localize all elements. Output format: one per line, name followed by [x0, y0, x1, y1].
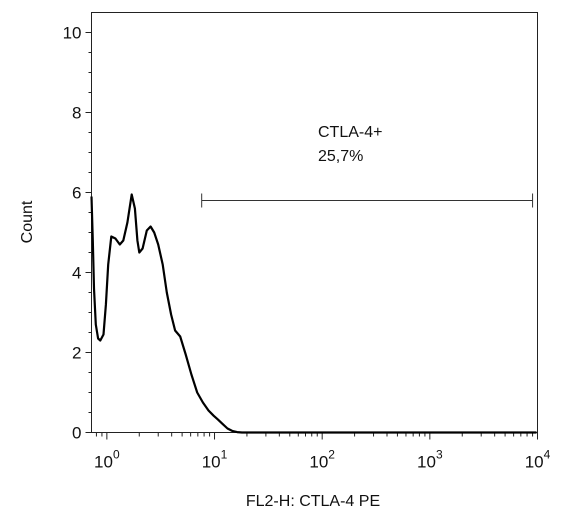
plot-frame — [91, 12, 538, 433]
y-tick-label: 2 — [72, 344, 81, 363]
x-tick-label: 101 — [202, 448, 228, 472]
y-axis-title: Count — [19, 200, 36, 243]
histogram-line — [90, 193, 537, 434]
x-tick-label: 104 — [525, 448, 551, 472]
x-tick-label: 100 — [94, 448, 120, 472]
x-tick-label: 102 — [309, 448, 335, 472]
y-tick-label: 6 — [72, 184, 81, 203]
gate-percent: 25,7% — [318, 148, 363, 165]
x-tick-label: 103 — [417, 448, 443, 472]
gate-label: CTLA-4+ — [318, 124, 382, 141]
y-axis: 0 2 4 6 8 10 — [63, 24, 92, 443]
x-axis: 100 101 102 103 104 — [94, 432, 551, 472]
gate-marker: CTLA-4+ 25,7% — [201, 124, 534, 208]
y-tick-label: 10 — [63, 24, 82, 43]
minor-ticks — [88, 52, 534, 437]
x-axis-title: FL2-H: CTLA-4 PE — [246, 493, 380, 510]
y-tick-label: 0 — [72, 424, 81, 443]
y-tick-label: 4 — [72, 264, 81, 283]
y-tick-label: 8 — [72, 104, 81, 123]
